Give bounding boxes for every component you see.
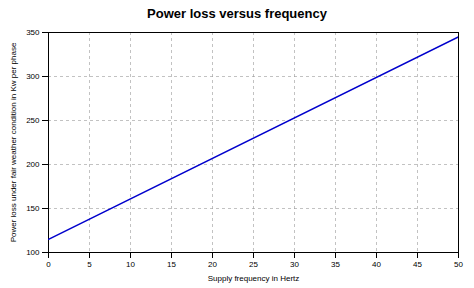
html-text:Power loss versus frequency: Power loss versus frequency: [147, 6, 327, 21]
svg-text:15: 15: [167, 260, 176, 269]
svg-text:20: 20: [208, 260, 217, 269]
svg-text:Power loss under fair weather: Power loss under fair weather condition …: [9, 42, 18, 242]
svg-text:0: 0: [46, 260, 51, 269]
svg-text:350: 350: [26, 28, 40, 37]
svg-text:300: 300: [26, 72, 40, 81]
svg-text:250: 250: [26, 116, 40, 125]
svg-text:200: 200: [26, 160, 40, 169]
svg-text:150: 150: [26, 204, 40, 213]
svg-text:35: 35: [331, 260, 340, 269]
svg-text:100: 100: [26, 248, 40, 257]
svg-text:5: 5: [87, 260, 92, 269]
svg-text:10: 10: [126, 260, 135, 269]
svg-text:50: 50: [454, 260, 463, 269]
svg-text:40: 40: [372, 260, 381, 269]
svg-text:30: 30: [290, 260, 299, 269]
svg-text:45: 45: [413, 260, 422, 269]
svg-text:25: 25: [249, 260, 258, 269]
svg-text:Supply frequency in Hertz: Supply frequency in Hertz: [208, 274, 300, 283]
